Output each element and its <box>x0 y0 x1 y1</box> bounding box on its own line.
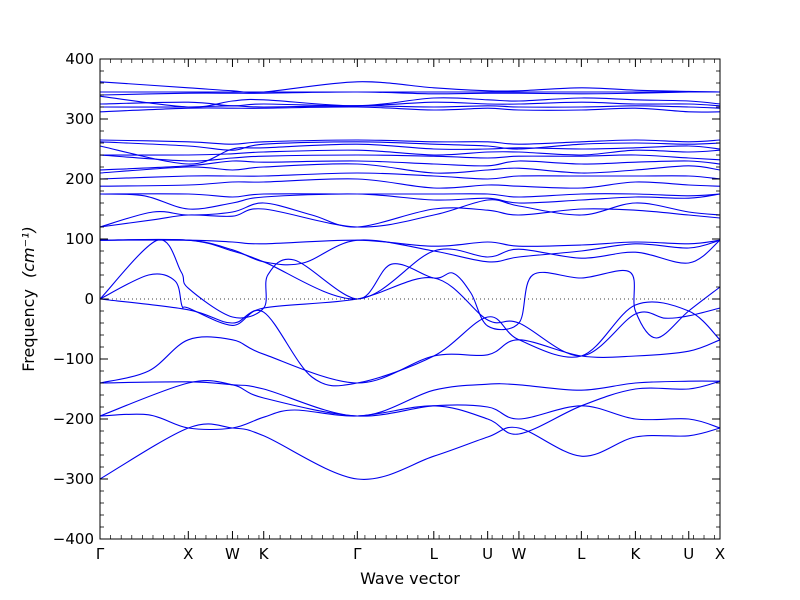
axis-tick-labels: −400 −300 −200 −100 0 100 200 300 400 Γ X W K Γ L U W L K U… <box>53 50 725 563</box>
band-line-18 <box>99 163 721 174</box>
band-line-25 <box>99 106 721 113</box>
band-line-20 <box>99 154 721 162</box>
axis-ticks <box>99 58 721 540</box>
band-line-19 <box>99 160 721 171</box>
band-line-7 <box>99 239 721 339</box>
band-line-5 <box>99 336 721 384</box>
band-line-29 <box>99 91 721 96</box>
x-axis-label: Wave vector <box>360 569 460 588</box>
y-tick-label: −200 <box>53 410 94 428</box>
band-line-13 <box>99 199 721 228</box>
band-line-6 <box>99 273 721 387</box>
y-tick-label: −100 <box>53 350 94 368</box>
x-tick-label: K <box>259 545 270 563</box>
y-axis-label: Frequency (cm⁻¹) <box>19 226 38 371</box>
band-line-14 <box>99 193 721 210</box>
x-tick-label: U <box>482 545 493 563</box>
band-lines <box>99 81 721 480</box>
band-line-24 <box>99 139 721 145</box>
band-line-21 <box>99 149 721 156</box>
band-line-27 <box>99 101 721 107</box>
band-line-16 <box>99 178 721 189</box>
band-line-26 <box>99 105 721 109</box>
x-tick-label: X <box>183 545 193 563</box>
band-line-11 <box>99 239 721 247</box>
band-line-3 <box>99 380 721 429</box>
y-axis-label-unit: (cm⁻¹) <box>19 226 38 278</box>
band-line-9 <box>99 238 721 300</box>
y-tick-label: −300 <box>53 470 94 488</box>
x-tick-label: Γ <box>96 545 105 563</box>
x-tick-label: W <box>512 545 527 563</box>
x-tick-label: L <box>577 545 586 563</box>
band-line-31 <box>99 81 721 94</box>
band-line-4 <box>99 380 721 417</box>
x-tick-label: L <box>430 545 439 563</box>
y-tick-label: 0 <box>84 290 94 308</box>
band-line-2 <box>99 380 721 435</box>
x-tick-label: U <box>683 545 694 563</box>
band-line-10 <box>99 238 721 266</box>
y-tick-label: 300 <box>65 110 94 128</box>
band-line-15 <box>99 193 721 198</box>
y-tick-label: 100 <box>65 230 94 248</box>
band-line-17 <box>99 172 721 180</box>
y-tick-label: 400 <box>65 50 94 68</box>
y-tick-label: 200 <box>65 170 94 188</box>
band-line-23 <box>99 141 721 151</box>
band-line-1 <box>99 423 721 480</box>
x-tick-label: W <box>225 545 240 563</box>
x-tick-label: K <box>630 545 641 563</box>
y-axis-label-text: Frequency <box>19 289 38 372</box>
band-line-28 <box>99 95 721 108</box>
y-tick-label: −400 <box>53 530 94 548</box>
x-tick-label: X <box>715 545 725 563</box>
x-tick-label: Γ <box>353 545 362 563</box>
band-line-22 <box>99 143 721 165</box>
band-line-8 <box>99 277 721 357</box>
